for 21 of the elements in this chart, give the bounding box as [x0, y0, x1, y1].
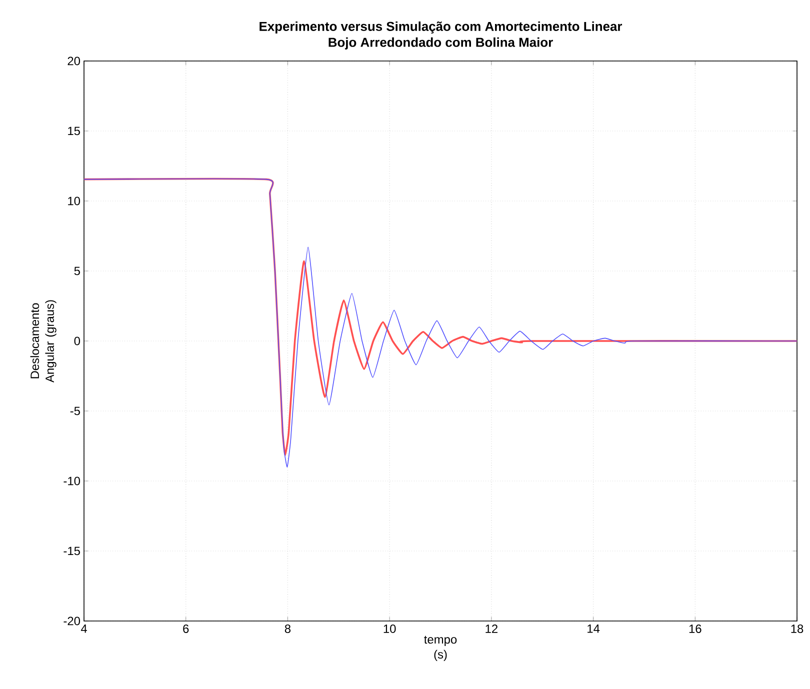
- chart-subtitle: Bojo Arredondado com Bolina Maior: [328, 37, 553, 50]
- x-tick-label: 18: [791, 624, 804, 633]
- y-tick-label: 20: [68, 56, 80, 66]
- y-tick-label: -20: [64, 616, 80, 626]
- x-tick-label: 4: [80, 624, 87, 633]
- x-tick-label: 6: [183, 624, 189, 633]
- y-tick-label: -15: [64, 546, 80, 556]
- y-axis-title: Deslocamento Angular (graus): [30, 300, 56, 383]
- x-tick-label: 14: [588, 624, 600, 633]
- y-tick-label: -5: [70, 406, 80, 416]
- x-tick-label: 10: [384, 624, 396, 633]
- chart-title: Experimento versus Simulação com Amortecimento Linear: [260, 21, 622, 34]
- y-tick-label: 10: [68, 196, 80, 206]
- y-tick-label: 15: [68, 126, 80, 136]
- y-tick-label: 0: [74, 336, 80, 346]
- y-tick-label: 5: [74, 266, 80, 276]
- x-tick-label: 8: [284, 624, 291, 633]
- x-tick-label: 16: [689, 624, 702, 633]
- y-tick-label: -10: [64, 476, 80, 486]
- x-tick-label: 12: [486, 624, 498, 633]
- x-axis-title: tempo (s): [424, 636, 457, 661]
